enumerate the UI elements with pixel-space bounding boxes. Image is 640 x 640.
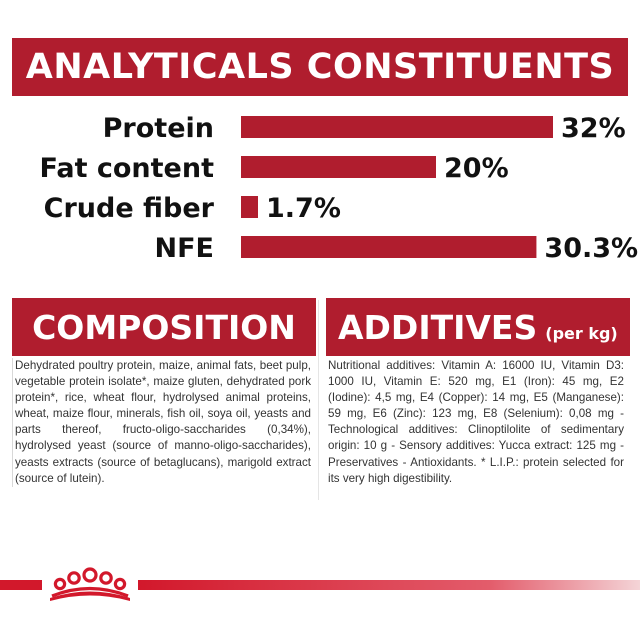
value-label: 20% (444, 153, 509, 184)
bar (241, 156, 436, 178)
category-label: Fat content (39, 153, 214, 184)
additives-text: Nutritional additives: Vitamin A: 16000 … (328, 359, 624, 485)
additives-subtitle: (per kg) (545, 323, 618, 343)
constituents-chart: Protein 32% Fat content 20% Crude fiber 1.7% N… (39, 113, 638, 264)
footer-line-left (0, 580, 42, 590)
composition-text: Dehydrated poultry protein, maize, anima… (12, 358, 311, 487)
bar (241, 116, 553, 138)
composition-title: COMPOSITION (32, 307, 296, 347)
category-label: Crude fiber (44, 193, 215, 224)
composition-header: COMPOSITION (12, 298, 316, 356)
value-label: 32% (561, 113, 626, 144)
analytics-banner: ANALYTICALS CONSTITUENTS (12, 38, 628, 96)
footer-line-right (138, 580, 640, 590)
category-label: NFE (155, 233, 214, 264)
bar (241, 236, 537, 258)
additives-title: ADDITIVES (338, 307, 538, 347)
value-label: 30.3% (544, 233, 638, 264)
value-label: 1.7% (266, 193, 341, 224)
crown-icon (50, 567, 130, 601)
panel-divider (318, 300, 319, 500)
analytics-title: ANALYTICALS CONSTITUENTS (25, 47, 615, 87)
bar (241, 196, 258, 218)
additives-header: ADDITIVES (per kg) (326, 298, 630, 356)
category-label: Protein (103, 113, 214, 144)
